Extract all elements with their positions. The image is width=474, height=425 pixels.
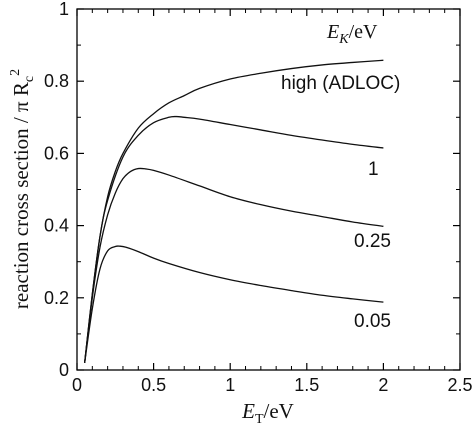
y-tick-label: 0 [59, 360, 69, 380]
y-tick-label: 0.6 [44, 143, 69, 163]
legend-title-unit: /eV [349, 21, 378, 43]
x-axis-title: ET/eV [241, 399, 294, 425]
x-tick-label: 0 [72, 375, 82, 395]
x-tick-label: 0.5 [141, 375, 166, 395]
legend-title-main: E [326, 21, 339, 43]
series-label-high: high (ADLOC) [281, 73, 400, 94]
x-tick-label: 1 [225, 375, 235, 395]
y-tick-label: 0.2 [44, 288, 69, 308]
tick-labels: 0 0.5 1 1.5 2 2.5 0 0.2 0.4 0.6 0.8 1 [44, 0, 473, 395]
series-line-1 [84, 115, 384, 363]
x-tick-label: 2 [378, 375, 388, 395]
y-tick-label: 1 [59, 0, 69, 19]
x-axis-title-sub: T [255, 412, 264, 425]
x-tick-label: 1.5 [294, 375, 319, 395]
series-layer [84, 59, 384, 363]
axis-ticks [76, 8, 461, 371]
y-tick-label: 0.8 [44, 71, 69, 91]
series-label-0.25: 0.25 [354, 231, 391, 252]
series-label-1: 1 [368, 159, 379, 180]
series-line-2 [84, 167, 384, 363]
y-axis-title-main: reaction cross section / π R [9, 82, 33, 309]
y-axis-title-sub: c [22, 76, 37, 82]
x-axis-title-main: E [241, 399, 255, 423]
y-axis-title-sup: 2 [8, 69, 23, 76]
x-axis-title-unit: /eV [264, 399, 294, 423]
series-line-0 [84, 59, 384, 363]
y-tick-label: 0.4 [44, 216, 69, 236]
plot-frame [76, 8, 461, 371]
series-line-3 [84, 245, 384, 363]
legend-title-sub: K [338, 32, 349, 47]
y-axis-title: reaction cross section / π Rc2 [8, 69, 37, 309]
legend-title: EK/eV [326, 21, 378, 47]
series-label-0.05: 0.05 [354, 311, 391, 332]
x-tick-label: 2.5 [447, 375, 472, 395]
